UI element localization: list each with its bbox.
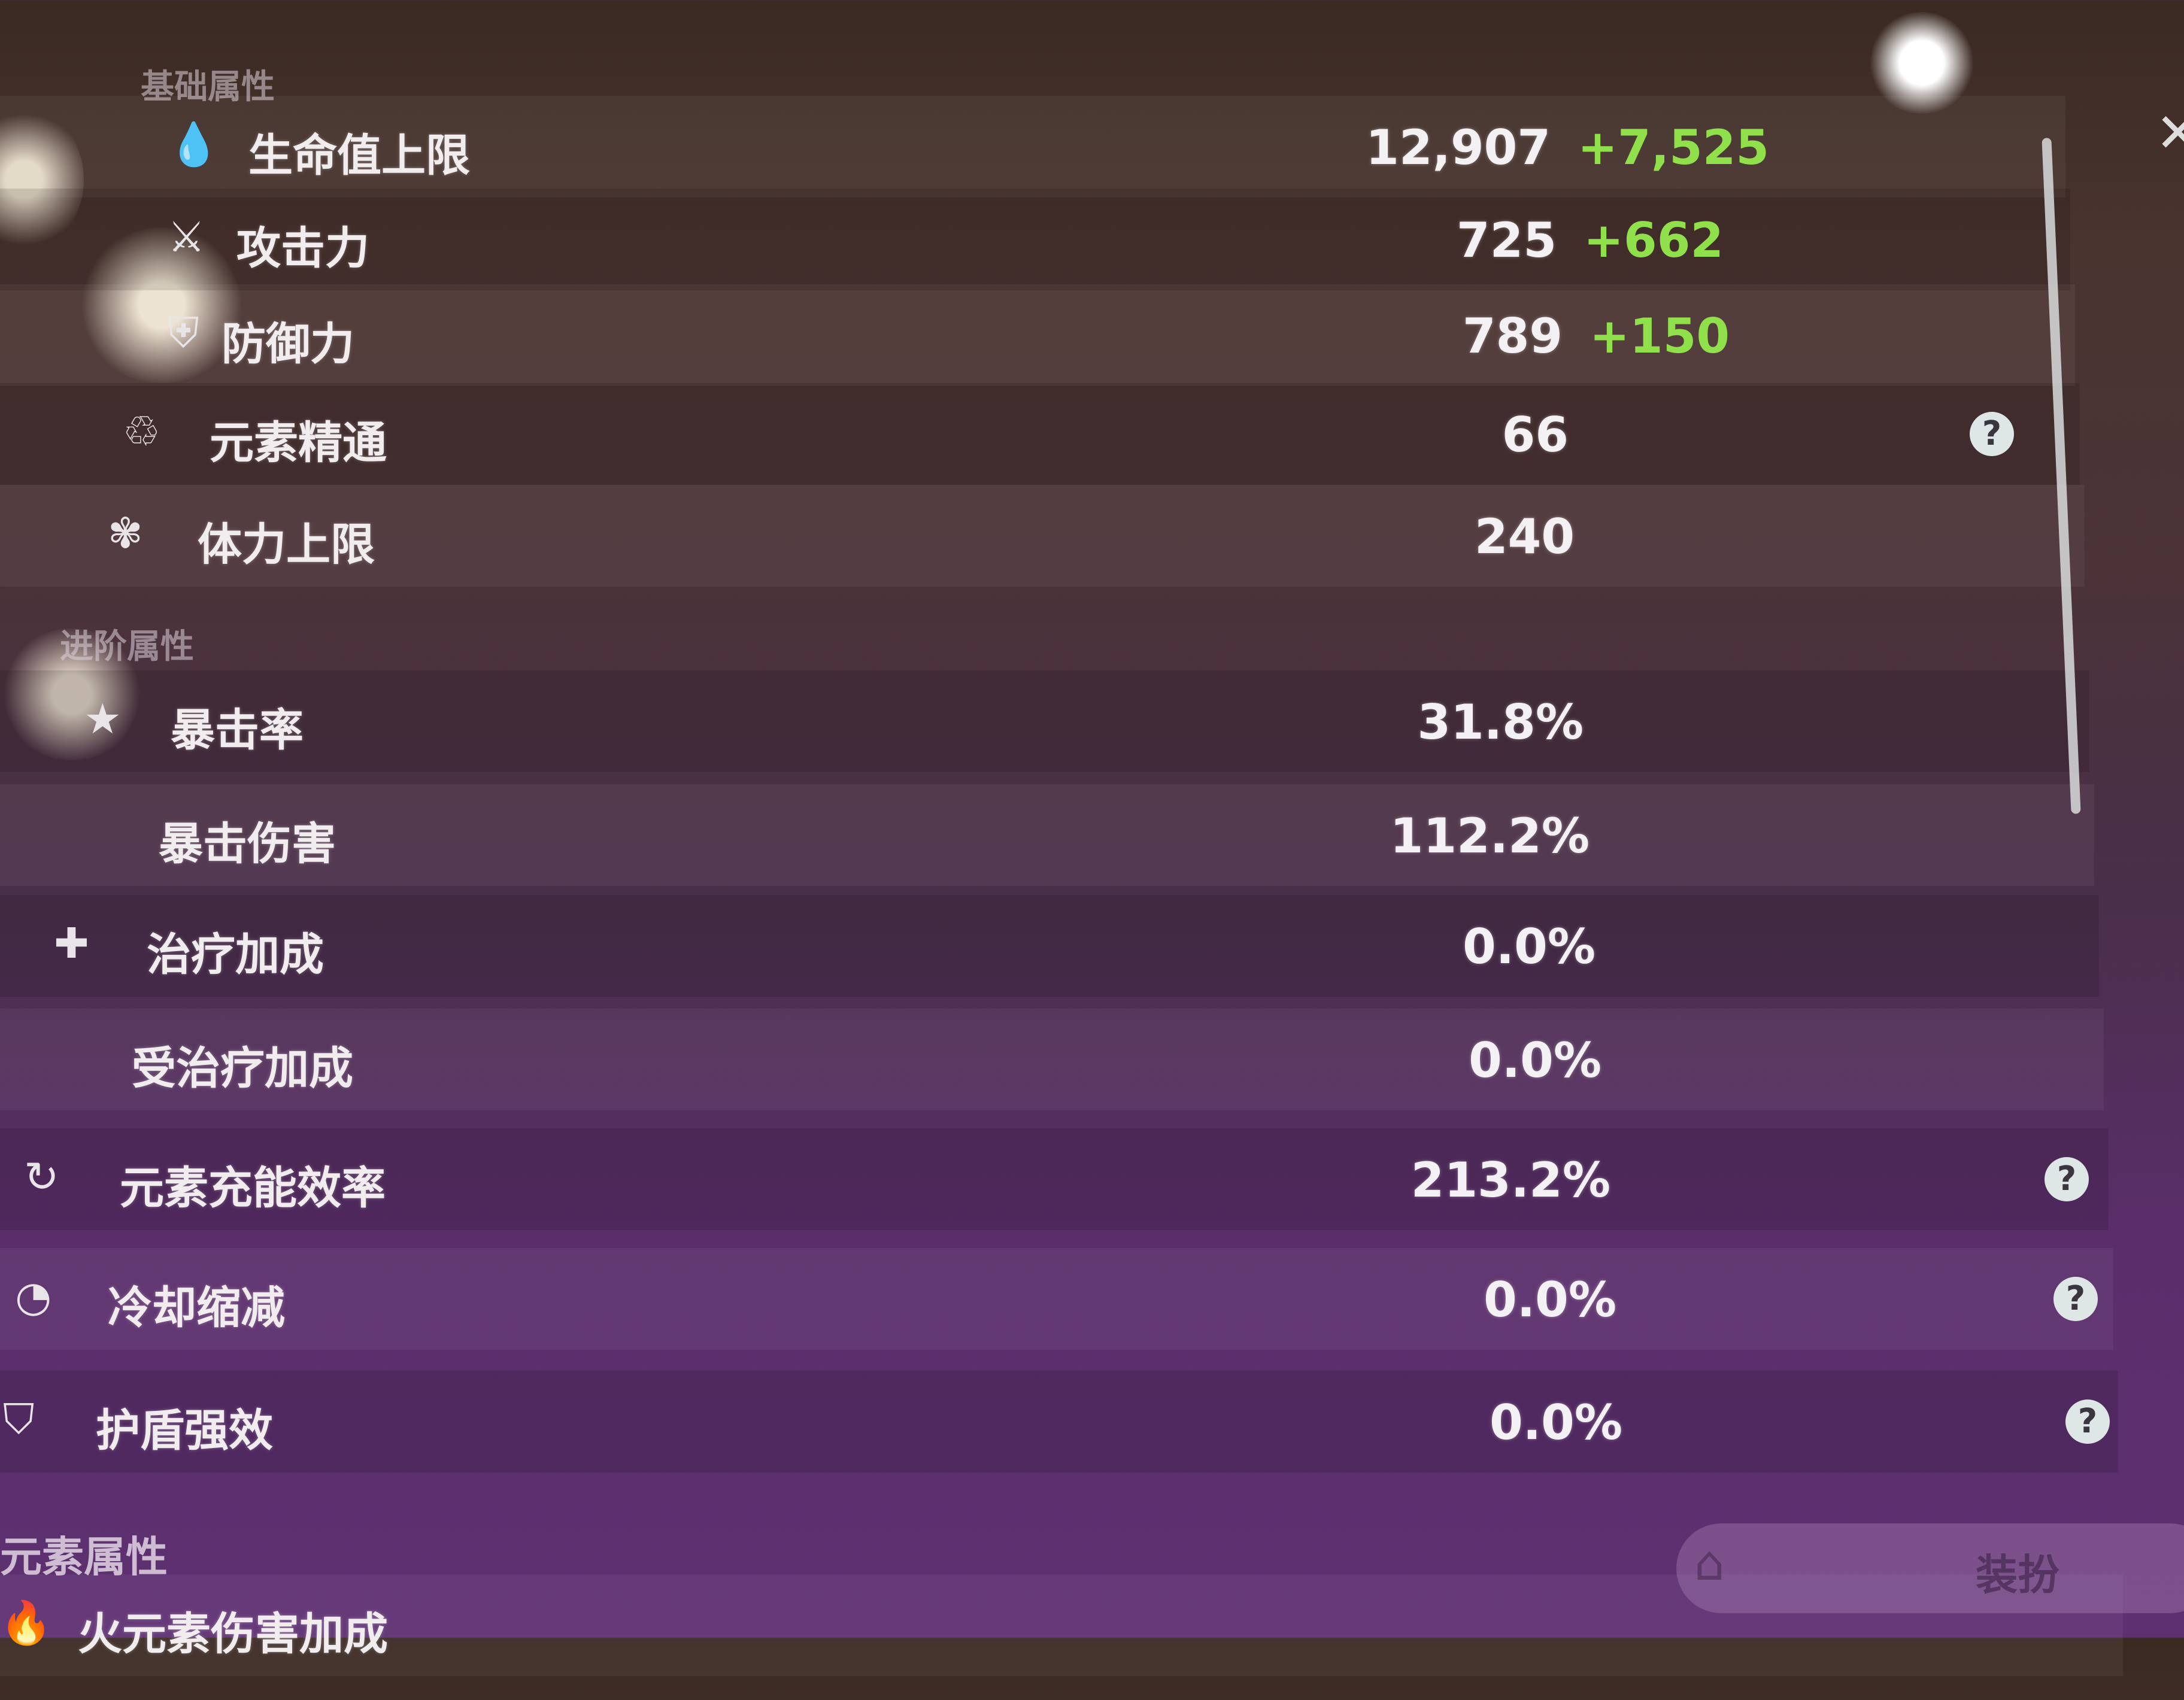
attribute-value: 725 (1457, 212, 1557, 268)
help-icon[interactable]: ? (1970, 412, 2014, 456)
help-icon[interactable]: ? (2053, 1277, 2098, 1321)
attribute-label: 元素充能效率 (120, 1162, 386, 1214)
attribute-row: 💧 生命值上限 12,907 +7,525 (0, 120, 2184, 221)
help-icon[interactable]: ? (2045, 1157, 2089, 1201)
attribute-row: ⛉ 护盾强效 0.0%? (0, 1395, 2184, 1496)
attribute-value: 789 (1463, 308, 1563, 364)
row-band (0, 485, 2085, 587)
attribute-value: 240 (1475, 509, 1575, 564)
attribute-bonus: +7,525 (1578, 120, 1770, 175)
attribute-row: ♲ 元素精通 66? (0, 407, 2184, 509)
attribute-value: 31.8% (1417, 694, 1584, 750)
row-band (0, 1371, 2118, 1473)
attribute-value: 112.2% (1390, 808, 1590, 864)
row-band (0, 1128, 2109, 1230)
section-advanced-attributes: 进阶属性 (60, 627, 194, 666)
attribute-label: 冷却缩减 (108, 1282, 285, 1334)
attribute-value: 0.0% (1463, 919, 1595, 975)
attribute-row: ★ 暴击率 31.8% (0, 694, 2184, 796)
attribute-row: ⚔ 攻击力 725 +662 (0, 212, 2184, 314)
dress-up-button[interactable]: ⌂ 装扮 (1676, 1523, 2184, 1613)
attack-sword-icon: ⚔ (168, 212, 205, 262)
attribute-value: 0.0% (1484, 1272, 1616, 1328)
attribute-row: ✾ 体力上限 240 (0, 509, 2184, 611)
row-band (0, 895, 2099, 997)
attribute-label: 暴击率 (171, 705, 304, 756)
attribute-label: 攻击力 (236, 223, 369, 274)
attribute-row: 🔥 火元素伤害加成 (0, 1598, 2184, 1700)
healing-cross-icon: ✚ (54, 919, 89, 968)
attribute-bonus: +662 (1584, 212, 1724, 268)
attribute-row: 受治疗加成 0.0% (0, 1033, 2184, 1134)
dress-up-label: 装扮 (1976, 1550, 2059, 1599)
row-band (0, 670, 2089, 772)
attribute-value: 0.0% (1490, 1395, 1622, 1450)
attribute-label: 受治疗加成 (132, 1043, 353, 1094)
attribute-row: ↻ 元素充能效率 213.2%? (0, 1152, 2184, 1254)
attribute-value: 0.0% (1469, 1033, 1601, 1088)
attribute-label: 元素精通 (210, 417, 387, 469)
attribute-row: ◔ 冷却缩减 0.0%? (0, 1272, 2184, 1374)
row-band (0, 284, 2075, 386)
hp-drop-icon: 💧 (168, 120, 220, 169)
row-band (0, 1248, 2113, 1350)
attribute-label: 护盾强效 (96, 1405, 273, 1456)
cooldown-icon: ◔ (15, 1272, 52, 1321)
row-band (0, 383, 2080, 485)
attribute-value: 12,907 (1366, 120, 1551, 175)
pyro-icon: 🔥 (0, 1598, 53, 1647)
stamina-icon: ✾ (108, 509, 143, 558)
elemental-mastery-icon: ♲ (123, 407, 160, 456)
attribute-bonus: +150 (1590, 308, 1730, 364)
crit-rate-star-icon: ★ (84, 694, 122, 743)
section-element-attributes: 元素属性 (0, 1532, 168, 1581)
energy-recharge-icon: ↻ (24, 1152, 59, 1201)
section-basic-attributes: 基础属性 (141, 68, 275, 107)
defense-shield-icon: ⛨ (168, 308, 199, 357)
help-icon[interactable]: ? (2065, 1400, 2110, 1444)
close-icon[interactable]: ✕ (2155, 102, 2184, 165)
attribute-row: ⛨ 防御力 789 +150 (0, 308, 2184, 410)
row-band (0, 189, 2070, 290)
attribute-row: 暴击伤害 112.2% (0, 808, 2184, 910)
attribute-label: 防御力 (222, 318, 354, 370)
attribute-label: 体力上限 (198, 519, 375, 570)
shield-strength-icon: ⛉ (3, 1395, 35, 1444)
row-band (0, 784, 2094, 886)
attribute-label: 生命值上限 (248, 130, 470, 181)
row-band (0, 1009, 2104, 1110)
attribute-label: 火元素伤害加成 (78, 1608, 388, 1660)
attribute-value: 66 (1502, 407, 1569, 463)
attribute-row: ✚ 治疗加成 0.0% (0, 919, 2184, 1021)
attribute-label: 暴击伤害 (159, 818, 336, 870)
attribute-value: 213.2% (1410, 1152, 1610, 1208)
attribute-label: 治疗加成 (147, 929, 324, 980)
hanger-icon: ⌂ (1694, 1535, 1725, 1591)
row-band (0, 96, 2065, 198)
